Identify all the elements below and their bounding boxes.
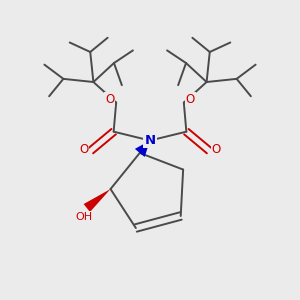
Text: O: O [79, 143, 88, 156]
Text: O: O [185, 93, 195, 106]
Text: N: N [144, 134, 156, 147]
Polygon shape [135, 140, 150, 157]
Text: O: O [212, 143, 221, 156]
Text: O: O [105, 93, 115, 106]
Polygon shape [84, 189, 110, 212]
Text: OH: OH [75, 212, 92, 222]
